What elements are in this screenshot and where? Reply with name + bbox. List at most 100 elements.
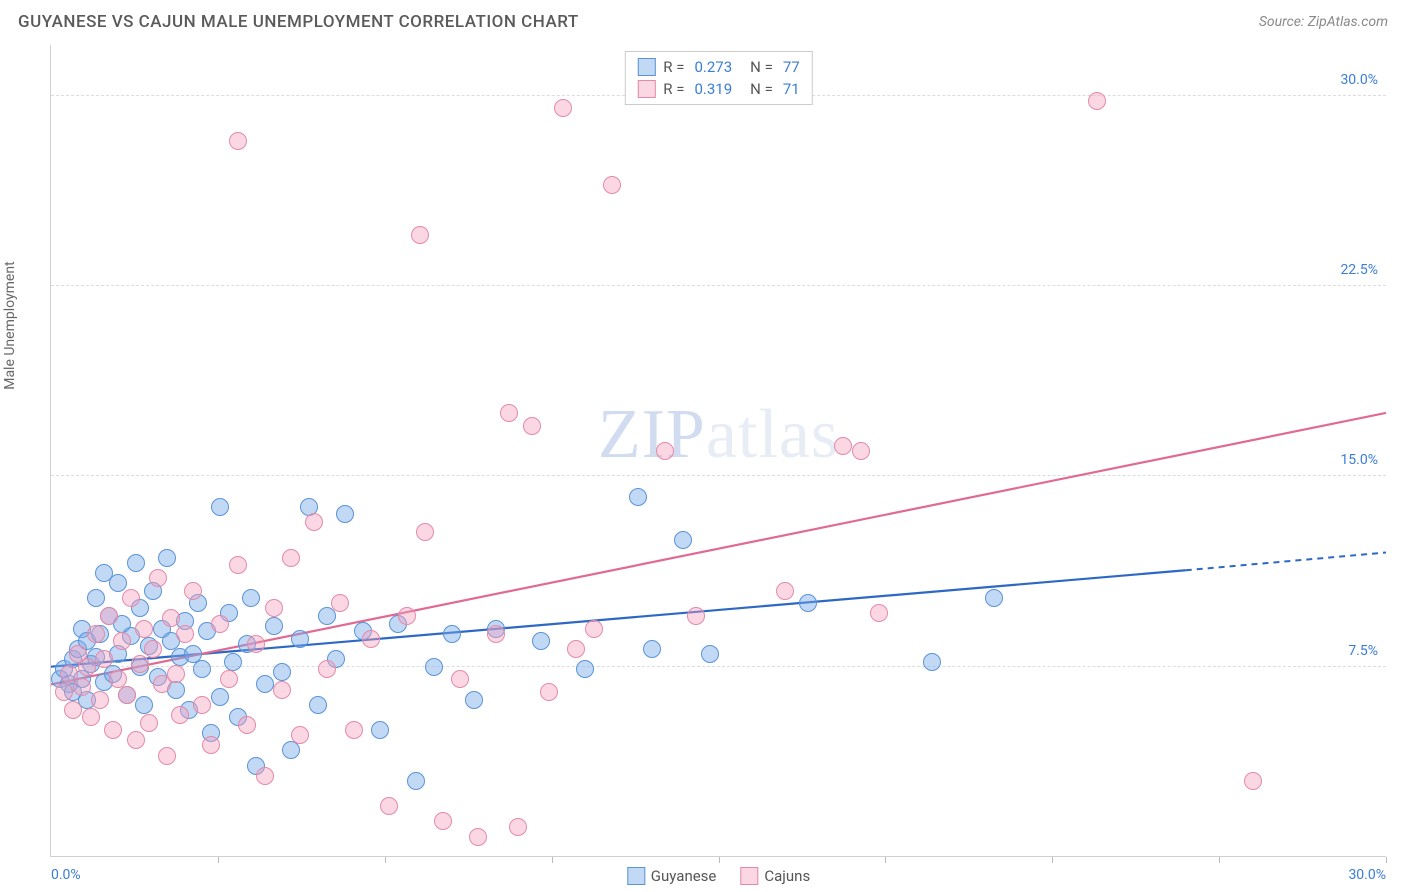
scatter-point [336, 505, 354, 523]
scatter-point [140, 714, 158, 732]
scatter-point [500, 404, 518, 422]
scatter-point [256, 767, 274, 785]
scatter-point [398, 607, 416, 625]
legend-item-cajuns: Cajuns [740, 867, 810, 885]
scatter-point [149, 569, 167, 587]
scatter-point [158, 747, 176, 765]
scatter-point [256, 675, 274, 693]
scatter-point [265, 617, 283, 635]
swatch-icon [637, 58, 655, 76]
scatter-point [701, 645, 719, 663]
x-tick [218, 857, 219, 863]
scatter-point [834, 437, 852, 455]
scatter-point [193, 696, 211, 714]
scatter-point [576, 660, 594, 678]
scatter-point [91, 691, 109, 709]
scatter-point [318, 660, 336, 678]
x-tick [1052, 857, 1053, 863]
x-tick [1219, 857, 1220, 863]
chart-title: GUYANESE VS CAJUN MALE UNEMPLOYMENT CORR… [18, 12, 579, 32]
scatter-point [443, 625, 461, 643]
source-label: Source: ZipAtlas.com [1259, 14, 1388, 30]
scatter-point [465, 691, 483, 709]
scatter-point [122, 589, 140, 607]
scatter-point [985, 589, 1003, 607]
y-axis-label: Male Unemployment [2, 261, 18, 389]
swatch-icon [627, 867, 645, 885]
x-tick [1386, 857, 1387, 863]
scatter-point [451, 670, 469, 688]
scatter-point [95, 650, 113, 668]
scatter-point [567, 640, 585, 658]
scatter-point [87, 589, 105, 607]
scatter-point [554, 99, 572, 117]
scatter-point [131, 655, 149, 673]
scatter-point [184, 582, 202, 600]
correlation-legend: R = 0.273 N = 77 R = 0.319 N = 71 [624, 51, 812, 105]
series-legend: Guyanese Cajuns [627, 867, 810, 885]
scatter-point [211, 498, 229, 516]
scatter-point [852, 442, 870, 460]
scatter-point [291, 630, 309, 648]
scatter-point [265, 599, 283, 617]
scatter-point [309, 696, 327, 714]
scatter-point [229, 132, 247, 150]
scatter-point [603, 176, 621, 194]
scatter-point [799, 594, 817, 612]
scatter-point [345, 721, 363, 739]
scatter-point [509, 818, 527, 836]
scatter-point [135, 620, 153, 638]
scatter-point [127, 731, 145, 749]
scatter-point [487, 625, 505, 643]
scatter-point [224, 653, 242, 671]
scatter-point [1244, 772, 1262, 790]
scatter-point [674, 531, 692, 549]
scatter-point [78, 658, 96, 676]
scatter-point [171, 706, 189, 724]
scatter-point [104, 721, 122, 739]
scatter-point [202, 736, 220, 754]
scatter-point [1088, 92, 1106, 110]
scatter-point [656, 442, 674, 460]
x-tick [719, 857, 720, 863]
x-axis-max-label: 30.0% [1348, 867, 1386, 883]
scatter-point [109, 574, 127, 592]
scatter-point [193, 660, 211, 678]
swatch-icon [740, 867, 758, 885]
scatter-point [273, 681, 291, 699]
scatter-point [242, 589, 260, 607]
scatter-point [282, 549, 300, 567]
legend-item-guyanese: Guyanese [627, 867, 717, 885]
scatter-point [469, 828, 487, 846]
scatter-point [273, 663, 291, 681]
x-tick [385, 857, 386, 863]
scatter-point [127, 554, 145, 572]
scatter-point [305, 513, 323, 531]
x-tick [552, 857, 553, 863]
scatter-point [291, 726, 309, 744]
scatter-point [425, 658, 443, 676]
scatter-point [362, 630, 380, 648]
scatter-point [73, 678, 91, 696]
scatter-point [135, 696, 153, 714]
x-axis-min-label: 0.0% [51, 867, 81, 883]
scatter-point [523, 417, 541, 435]
scatter-point [100, 607, 118, 625]
scatter-point [118, 686, 136, 704]
scatter-point [532, 632, 550, 650]
scatter-point [416, 523, 434, 541]
legend-row-guyanese: R = 0.273 N = 77 [633, 56, 803, 78]
scatter-point [82, 708, 100, 726]
scatter-point [238, 716, 256, 734]
scatter-points-layer [51, 45, 1386, 857]
scatter-point [585, 620, 603, 638]
scatter-point [629, 488, 647, 506]
legend-row-cajuns: R = 0.319 N = 71 [633, 78, 803, 100]
scatter-point [113, 632, 131, 650]
scatter-point [407, 772, 425, 790]
scatter-point [870, 604, 888, 622]
scatter-point [162, 609, 180, 627]
scatter-point [540, 683, 558, 701]
scatter-point [55, 683, 73, 701]
scatter-point [211, 688, 229, 706]
